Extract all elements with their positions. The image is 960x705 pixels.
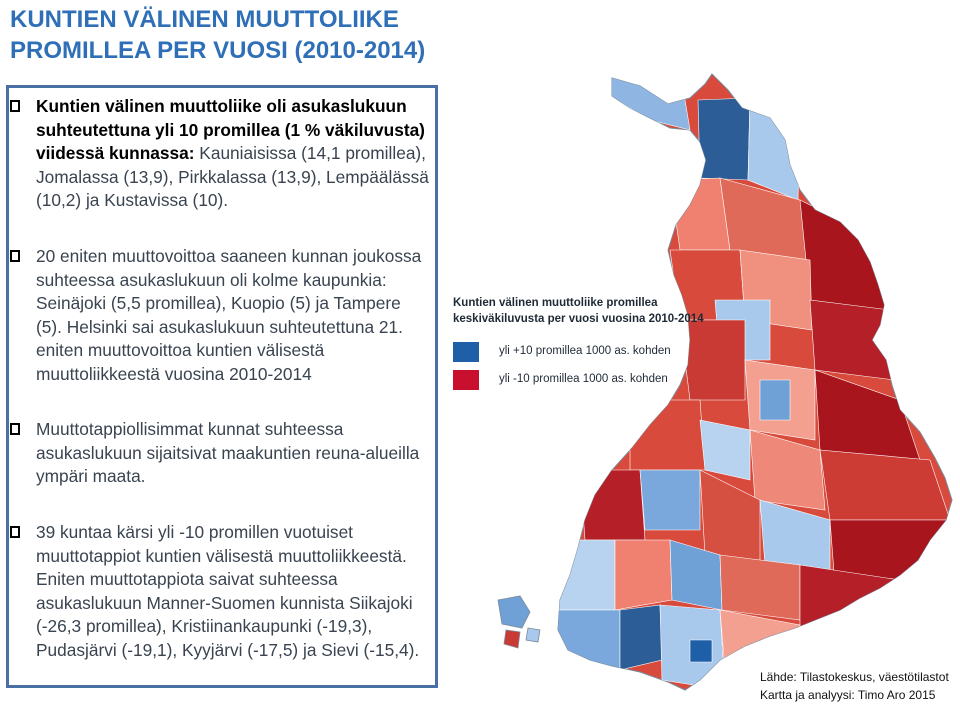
region-loss-light <box>749 429 826 511</box>
bullet-4-text: 39 kuntaa kärsi yli -10 promillen vuotui… <box>36 522 420 660</box>
bullet-marker-icon <box>10 526 20 538</box>
legend-title-line-1: Kuntien välinen muuttoliike promillea <box>453 297 658 309</box>
region-gain-mid <box>639 469 701 531</box>
finland-municipality-map <box>497 73 953 691</box>
bullet-marker-icon <box>10 250 20 262</box>
title-line-2: PROMILLEA PER VUOSI (2010-2014) <box>10 37 426 64</box>
legend-label-loss: yli -10 promillea 1000 as. kohden <box>499 373 668 385</box>
region-loss-strong <box>809 299 896 381</box>
bullet-marker-icon <box>10 423 20 435</box>
region-gain-strong <box>689 639 713 663</box>
region-gain-light <box>558 539 616 611</box>
aland-islands <box>497 595 541 649</box>
text-panel <box>6 85 438 688</box>
title-line-1: KUNTIEN VÄLINEN MUUTTOLIIKE <box>10 6 399 33</box>
region-gain-strong <box>619 604 663 671</box>
page-title: KUNTIEN VÄLINEN MUUTTOLIIKE PROMILLEA PE… <box>10 4 480 66</box>
region-loss-mid <box>719 554 801 621</box>
region-gain-mid <box>759 379 791 421</box>
region-gain-strong <box>697 97 751 181</box>
region-loss-light <box>669 177 731 251</box>
legend-item-gain: yli +10 promillea 1000 as. kohden <box>453 342 713 364</box>
region-gain-light <box>599 74 691 131</box>
legend-swatch-loss <box>453 370 479 390</box>
region-loss-strong <box>799 199 886 311</box>
bullet-1: Kuntien välinen muuttoliike oli asukaslu… <box>10 95 431 213</box>
bullet-1-bold: Kuntien välinen muuttoliike oli asukaslu… <box>36 96 425 164</box>
bullet-1-text: Kauniaisissa (14,1 promillea), Jomalassa… <box>36 143 429 211</box>
bullet-2: 20 eniten muuttovoittoa saaneen kunnan j… <box>10 245 431 387</box>
source-line-1: Lähde: Tilastokeskus, väestötilastot <box>760 670 949 684</box>
legend-title: Kuntien välinen muuttoliike promillea ke… <box>453 295 733 327</box>
region-gain-light <box>699 419 751 481</box>
legend-label-gain: yli +10 promillea 1000 as. kohden <box>499 345 671 357</box>
legend-swatch-gain <box>453 342 479 362</box>
region-loss-mid <box>629 399 706 471</box>
region-loss-light <box>614 539 673 611</box>
region-loss-strong <box>579 469 646 541</box>
legend-title-line-2: keskiväkiluvusta per vuosi vuosina 2010-… <box>453 313 704 325</box>
bullet-2-text: 20 eniten muuttovoittoa saaneen kunnan j… <box>36 246 422 384</box>
bullet-3-text: Muuttotappiollisimmat kunnat suhteessa a… <box>36 419 420 487</box>
source-line-2: Kartta ja analyysi: Timo Aro 2015 <box>760 688 936 702</box>
source-note: Lähde: Tilastokeskus, väestötilastot Kar… <box>760 668 949 704</box>
bullet-3: Muuttotappiollisimmat kunnat suhteessa a… <box>10 418 431 489</box>
bullet-marker-icon <box>10 100 20 112</box>
region-gain-mid <box>558 609 621 671</box>
legend-item-loss: yli -10 promillea 1000 as. kohden <box>453 370 713 392</box>
region-loss-mid <box>679 319 746 401</box>
bullet-4: 39 kuntaa kärsi yli -10 promillen vuotui… <box>10 521 431 663</box>
